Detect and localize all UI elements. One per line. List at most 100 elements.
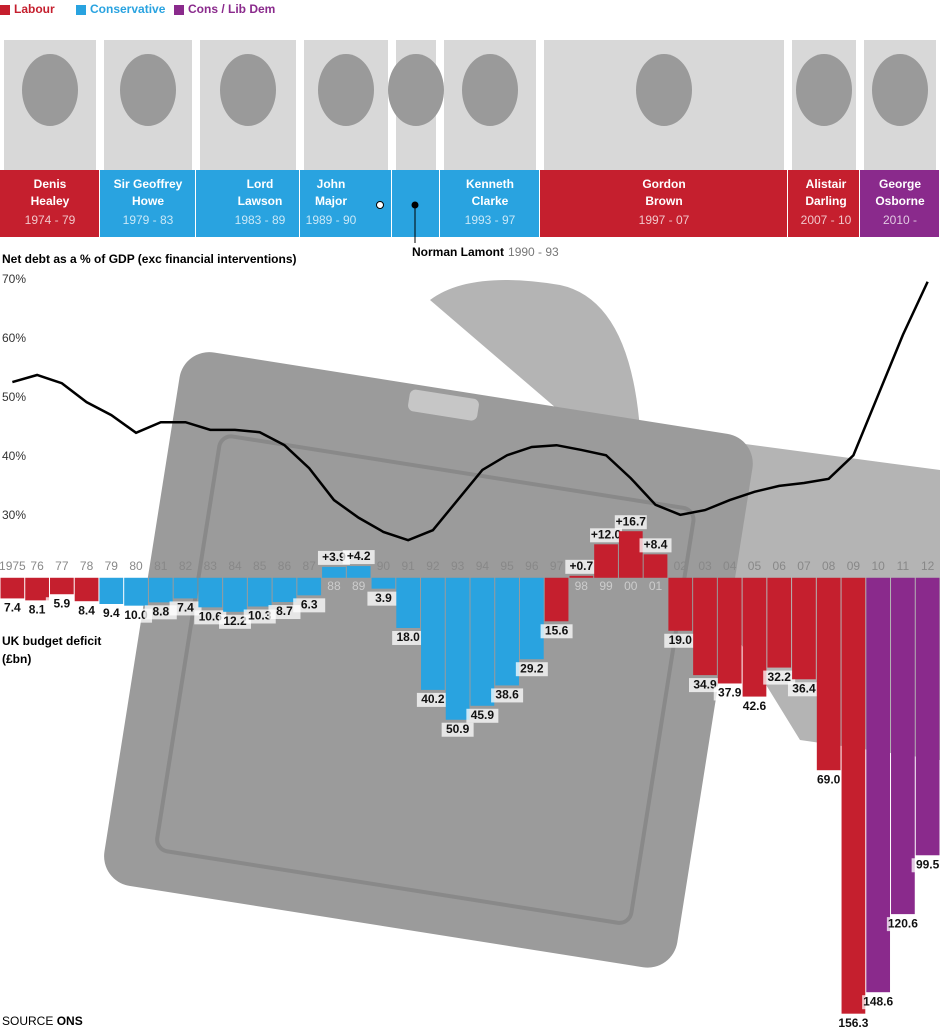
x-tick-label: 91 [401, 559, 415, 573]
photo-head [462, 54, 518, 126]
value-label-bg [862, 995, 895, 1010]
chancellor-years: 1997 - 07 [639, 213, 690, 227]
x-tick-label: 79 [105, 559, 119, 573]
value-label: 8.1 [29, 603, 46, 617]
value-label: +4.2 [347, 549, 371, 563]
source-label: SOURCE [2, 1014, 53, 1028]
value-label: 45.9 [471, 708, 495, 722]
bar [396, 577, 421, 628]
source: SOURCE ONS [2, 1014, 83, 1028]
chancellor-name: George [879, 177, 921, 191]
photo-head [388, 54, 444, 126]
briefcase-panel [155, 434, 696, 925]
x-tick-label: 87 [303, 559, 317, 573]
x-tick-label: 86 [278, 559, 292, 573]
x-tick-label: 00 [624, 579, 638, 593]
chancellor-years: 2007 - 10 [801, 213, 852, 227]
x-tick-label: 1975 [0, 559, 26, 573]
value-label: 120.6 [888, 916, 918, 930]
bar [272, 577, 297, 603]
chancellor-name: Darling [805, 194, 846, 208]
value-label-bg [911, 858, 940, 873]
chancellor-years: 1983 - 89 [235, 213, 286, 227]
value-label-bg [219, 614, 251, 629]
x-tick-label: 77 [55, 559, 69, 573]
value-label: 99.5 [916, 857, 940, 871]
bar [693, 577, 717, 676]
x-tick-label: 85 [253, 559, 267, 573]
value-label-bg [614, 515, 647, 530]
legend-swatch [174, 5, 184, 15]
value-label: 34.9 [693, 677, 717, 691]
x-tick-label: 05 [748, 559, 762, 573]
x-tick-label: 02 [674, 559, 688, 573]
x-tick-label: 04 [723, 559, 737, 573]
photo-head [318, 54, 374, 126]
x-tick-label: 10 [871, 559, 885, 573]
x-tick-label: 07 [797, 559, 811, 573]
bar [470, 577, 495, 706]
chancellor-years: 1974 - 79 [25, 213, 76, 227]
photo-head [872, 54, 928, 126]
bar [49, 577, 74, 595]
value-label-bg [342, 550, 375, 565]
value-label: 40.2 [421, 692, 445, 706]
photo-head [220, 54, 276, 126]
bar [618, 531, 643, 578]
x-tick-label: 89 [352, 579, 366, 593]
value-label: 18.0 [396, 630, 420, 644]
value-label-bg [21, 603, 54, 618]
bar [25, 577, 49, 601]
bar [0, 577, 25, 599]
value-label-bg [664, 633, 697, 648]
x-tick-label: 03 [698, 559, 712, 573]
x-tick-label: 82 [179, 559, 193, 573]
value-label: 8.8 [152, 604, 169, 618]
bar [99, 577, 124, 604]
bar [495, 577, 519, 686]
chancellor-name: Healey [31, 194, 70, 208]
value-label-bg [763, 670, 796, 685]
x-tick-label: 96 [525, 559, 539, 573]
chancellor-name: Kenneth [466, 177, 514, 191]
value-label-bg [565, 559, 598, 574]
value-label: +8.4 [644, 538, 668, 552]
bar [124, 577, 148, 606]
chancellor-name: Major [315, 194, 347, 208]
value-label-bg [70, 604, 103, 619]
x-tick-label: 95 [500, 559, 514, 573]
value-label-bg [466, 708, 499, 723]
bar [643, 554, 668, 578]
value-label: 12.2 [223, 614, 247, 628]
chancellor-name: Lord [247, 177, 274, 191]
debt-line [12, 281, 929, 542]
chancellor-box [540, 170, 787, 237]
value-label-bg [540, 624, 573, 639]
x-tick-label: 98 [575, 579, 589, 593]
value-label: 69.0 [817, 772, 841, 786]
value-label: +12.0 [591, 527, 622, 541]
value-label: 36.4 [792, 681, 816, 695]
value-label: +16.7 [616, 514, 647, 528]
value-label-bg [392, 630, 425, 645]
x-tick-label: 81 [154, 559, 168, 573]
bar [223, 577, 247, 612]
callout-dot [376, 201, 384, 209]
value-label-bg [45, 597, 78, 612]
bar [742, 577, 767, 697]
bar [519, 577, 544, 660]
bar [371, 577, 396, 589]
chancellor-years: 1993 - 97 [465, 213, 516, 227]
chancellor-box [300, 170, 391, 237]
x-tick-label: 99 [599, 579, 613, 593]
x-tick-label: 09 [847, 559, 861, 573]
bar [421, 577, 445, 690]
value-label: 5.9 [53, 596, 70, 610]
x-tick-label: 84 [228, 559, 242, 573]
chancellor-years: 1979 - 83 [123, 213, 174, 227]
value-label: 8.4 [78, 603, 95, 617]
chancellor-callout: Norman Lamont 1990 - 93 [412, 245, 559, 259]
bar [445, 577, 470, 720]
bar [247, 577, 272, 607]
